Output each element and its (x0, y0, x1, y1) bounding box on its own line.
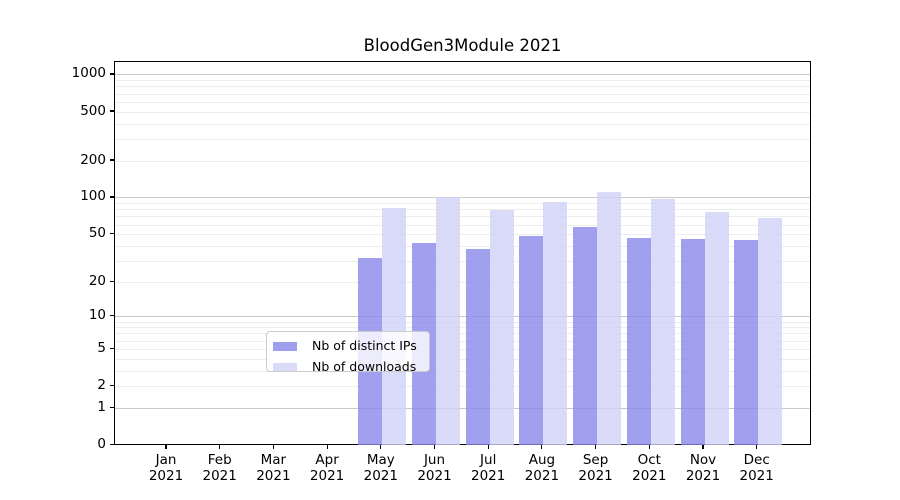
bar-nb-of-distinct-ips (465, 249, 490, 446)
gridline-minor (115, 160, 810, 162)
y-tick-mark (110, 233, 114, 235)
gridline-minor (115, 86, 810, 88)
gridline-minor (115, 234, 810, 236)
gridline-minor (115, 224, 810, 226)
bar-nb-of-downloads (436, 196, 460, 446)
gridline-minor (115, 260, 810, 262)
x-tick-mark (433, 444, 436, 449)
y-tick-mark (110, 443, 114, 446)
gridline-minor (115, 203, 810, 205)
y-tick-label: 20 (88, 272, 106, 289)
y-tick-label: 2 (97, 377, 106, 394)
x-tick-mark (541, 444, 543, 449)
y-tick-mark (110, 280, 114, 282)
y-tick-label: 100 (80, 188, 106, 205)
chart-title: BloodGen3Module 2021 (363, 36, 562, 55)
y-tick-label: 500 (80, 102, 106, 119)
y-tick-label: 50 (88, 225, 106, 242)
legend-label-downloads: Nb of downloads (312, 358, 417, 374)
legend: Nb of distinct IPs Nb of downloads (266, 331, 430, 374)
bar-nb-of-downloads (650, 199, 675, 446)
legend-swatch-downloads (273, 362, 297, 371)
y-tick-mark (110, 159, 114, 161)
y-tick-mark (110, 384, 114, 387)
bar-nb-of-downloads (543, 202, 568, 446)
gridline-minor (115, 216, 810, 218)
gridline-minor (115, 138, 810, 140)
gridline-major (115, 197, 810, 199)
x-tick-mark (648, 444, 650, 449)
x-tick-mark (756, 444, 758, 449)
gridline-minor (115, 348, 810, 350)
gridline-minor (115, 93, 810, 95)
bar-nb-of-downloads (704, 211, 729, 446)
gridline-major (115, 316, 810, 318)
x-tick-label: Jan 2021 (148, 451, 184, 484)
bar-nb-of-downloads (597, 191, 622, 446)
x-tick-label: Sep 2021 (578, 451, 613, 484)
bar-nb-of-downloads (758, 218, 783, 446)
y-tick-mark (110, 110, 114, 112)
gridline-minor (115, 111, 810, 113)
bar-nb-of-downloads (382, 208, 407, 446)
y-tick-label: 5 (97, 339, 106, 356)
legend-item-distinct-ips: Nb of distinct IPs (267, 336, 429, 357)
gridline-minor (115, 101, 810, 103)
x-tick-label: Jul 2021 (471, 451, 506, 484)
y-tick-label: 1000 (71, 65, 106, 82)
y-tick-mark (110, 406, 114, 408)
gridline-minor (115, 340, 810, 342)
y-tick-mark (110, 196, 114, 198)
y-tick-label: 1 (97, 398, 106, 415)
x-tick-label: Nov 2021 (685, 451, 721, 484)
bar-nb-of-distinct-ips (626, 237, 651, 446)
gridline-minor (115, 245, 810, 247)
y-tick-label: 0 (97, 436, 106, 452)
y-tick-mark (110, 73, 114, 75)
plot-area (114, 60, 811, 446)
gridline-minor (115, 358, 810, 360)
x-tick-label: Apr 2021 (309, 451, 345, 484)
gridline-minor (115, 281, 810, 283)
bar-nb-of-distinct-ips (734, 240, 759, 446)
y-tick-mark (110, 347, 114, 349)
x-tick-mark (595, 444, 597, 449)
legend-label-distinct-ips: Nb of distinct IPs (312, 338, 417, 353)
gridline-minor (115, 327, 810, 329)
y-tick-label: 200 (80, 151, 106, 168)
x-tick-label: Aug 2021 (524, 451, 560, 484)
gridline-minor (115, 123, 810, 125)
x-tick-label: Jun 2021 (417, 451, 452, 484)
gridline-minor (115, 333, 810, 335)
x-tick-mark (487, 444, 489, 449)
x-tick-label: Feb 2021 (202, 451, 237, 484)
gridline-minor (115, 209, 810, 211)
y-tick-label: 10 (88, 307, 106, 324)
x-tick-mark (219, 444, 221, 449)
x-tick-label: Mar 2021 (256, 451, 291, 484)
x-tick-mark (165, 444, 167, 449)
bar-nb-of-distinct-ips (573, 226, 598, 446)
legend-swatch-distinct-ips (273, 342, 297, 351)
bar-nb-of-downloads (489, 209, 514, 446)
x-tick-mark (702, 444, 704, 449)
legend-item-downloads: Nb of downloads (267, 357, 429, 378)
gridline-minor (115, 386, 810, 388)
x-tick-mark (272, 444, 274, 449)
gridline-minor (115, 370, 810, 372)
x-tick-mark (326, 444, 328, 449)
bar-nb-of-distinct-ips (680, 238, 705, 446)
y-tick-mark (110, 315, 114, 317)
x-tick-label: Oct 2021 (632, 451, 667, 484)
x-tick-label: Dec 2021 (739, 451, 774, 484)
bar-nb-of-distinct-ips (519, 235, 544, 446)
x-tick-label: May 2021 (363, 451, 398, 484)
gridline-major (115, 407, 810, 409)
gridline-major (115, 74, 810, 76)
gridline-minor (115, 80, 810, 82)
gridline-minor (115, 321, 810, 323)
x-tick-mark (380, 444, 382, 449)
